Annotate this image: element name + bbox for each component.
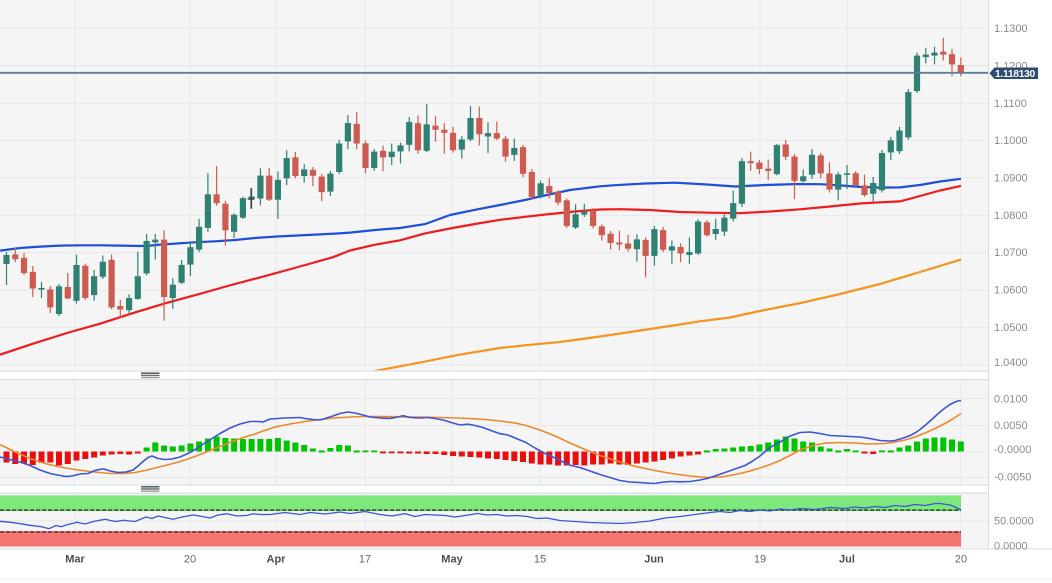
svg-text:1.1300: 1.1300 — [994, 23, 1028, 35]
svg-text:50.0000: 50.0000 — [994, 516, 1034, 528]
svg-text:0.0050: 0.0050 — [994, 420, 1028, 432]
svg-text:1.1100: 1.1100 — [994, 98, 1027, 110]
svg-text:20: 20 — [955, 554, 967, 566]
svg-text:1.1000: 1.1000 — [994, 135, 1028, 147]
svg-text:Mar: Mar — [65, 554, 85, 566]
svg-text:1.0500: 1.0500 — [994, 322, 1028, 334]
svg-text:May: May — [441, 554, 463, 566]
svg-text:1.0700: 1.0700 — [994, 247, 1028, 259]
svg-text:15: 15 — [534, 554, 546, 566]
svg-text:Jul: Jul — [839, 554, 855, 566]
svg-text:19: 19 — [754, 554, 766, 566]
svg-text:Apr: Apr — [267, 554, 287, 566]
svg-text:1.0400: 1.0400 — [994, 357, 1028, 369]
svg-text:20: 20 — [184, 554, 196, 566]
svg-text:1.0800: 1.0800 — [994, 210, 1028, 222]
svg-text:0.0100: 0.0100 — [994, 393, 1028, 405]
svg-text:1.0600: 1.0600 — [994, 285, 1028, 297]
svg-text:Jun: Jun — [644, 554, 664, 566]
svg-text:-0.0050: -0.0050 — [994, 472, 1031, 484]
svg-text:-0.0000: -0.0000 — [994, 444, 1031, 456]
svg-text:0.0000: 0.0000 — [994, 541, 1028, 553]
svg-text:1.0900: 1.0900 — [994, 173, 1028, 185]
svg-text:17: 17 — [359, 554, 371, 566]
svg-text:1.118130: 1.118130 — [995, 69, 1036, 80]
